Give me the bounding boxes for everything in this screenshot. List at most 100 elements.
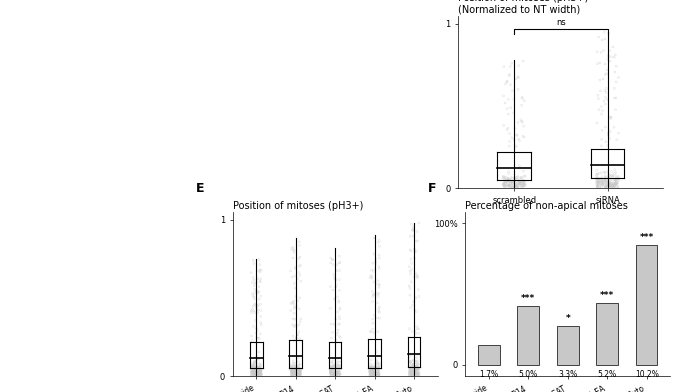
Point bbox=[249, 370, 260, 376]
Point bbox=[328, 321, 339, 327]
Point bbox=[249, 369, 260, 375]
Point bbox=[599, 29, 610, 35]
Point bbox=[599, 87, 610, 94]
Point bbox=[253, 369, 264, 375]
Point bbox=[406, 365, 417, 372]
Point bbox=[412, 367, 423, 373]
Point bbox=[287, 371, 298, 377]
Point bbox=[410, 370, 421, 377]
Point bbox=[413, 330, 424, 336]
Point bbox=[246, 270, 256, 276]
Point bbox=[325, 371, 336, 377]
Point bbox=[411, 358, 422, 365]
Point bbox=[366, 373, 377, 379]
Point bbox=[248, 361, 259, 367]
Point bbox=[366, 370, 377, 376]
Point bbox=[334, 298, 345, 304]
Point bbox=[374, 315, 385, 321]
Point bbox=[406, 363, 417, 369]
Point bbox=[600, 71, 611, 78]
Point bbox=[594, 176, 605, 182]
Point bbox=[287, 368, 298, 375]
Point bbox=[293, 367, 304, 373]
Point bbox=[600, 177, 611, 183]
Point bbox=[508, 136, 519, 143]
Point bbox=[326, 370, 337, 377]
Point bbox=[369, 312, 380, 318]
Text: *: * bbox=[566, 314, 570, 323]
Point bbox=[252, 276, 263, 282]
Point bbox=[330, 362, 341, 368]
Point bbox=[254, 364, 265, 370]
Point bbox=[255, 319, 266, 326]
Point bbox=[408, 368, 419, 375]
Point bbox=[286, 361, 297, 367]
Point bbox=[406, 367, 417, 374]
Point bbox=[248, 294, 259, 300]
Point bbox=[246, 310, 257, 316]
Point bbox=[255, 313, 266, 319]
Point bbox=[331, 369, 342, 376]
Point bbox=[248, 367, 259, 373]
Point bbox=[366, 368, 377, 374]
Point bbox=[407, 365, 418, 372]
Point bbox=[287, 363, 298, 369]
Point bbox=[605, 182, 616, 189]
Point bbox=[405, 359, 416, 365]
Point bbox=[611, 179, 622, 185]
Point bbox=[248, 308, 259, 314]
Point bbox=[508, 178, 518, 184]
Point bbox=[248, 370, 259, 376]
Point bbox=[504, 176, 515, 182]
Text: 1.7%: 1.7% bbox=[479, 370, 499, 379]
Point bbox=[410, 369, 421, 376]
Point bbox=[514, 180, 525, 186]
Point bbox=[251, 325, 262, 332]
Point bbox=[371, 358, 382, 365]
Point bbox=[411, 323, 422, 330]
Point bbox=[594, 179, 605, 185]
Point bbox=[601, 178, 611, 184]
Point bbox=[516, 94, 527, 100]
Point bbox=[295, 373, 306, 379]
Point bbox=[253, 368, 264, 375]
Point bbox=[607, 179, 618, 185]
Point bbox=[410, 363, 421, 369]
Point bbox=[406, 221, 417, 227]
Point bbox=[367, 363, 378, 369]
Point bbox=[612, 175, 623, 181]
Point bbox=[251, 304, 262, 310]
Point bbox=[288, 367, 299, 373]
Point bbox=[502, 176, 513, 182]
Point bbox=[505, 64, 516, 70]
Point bbox=[295, 370, 306, 376]
Point bbox=[329, 363, 340, 370]
Point bbox=[334, 371, 345, 377]
Point bbox=[289, 363, 300, 369]
Point bbox=[515, 175, 526, 181]
Point bbox=[289, 360, 300, 367]
Point bbox=[369, 372, 380, 378]
Point bbox=[288, 373, 299, 379]
Point bbox=[499, 183, 510, 189]
Point bbox=[365, 372, 376, 378]
Point bbox=[412, 229, 423, 235]
Point bbox=[247, 363, 258, 369]
Point bbox=[502, 183, 513, 189]
Point bbox=[518, 181, 529, 187]
Point bbox=[250, 370, 261, 376]
Point bbox=[248, 364, 259, 370]
Point bbox=[406, 365, 417, 371]
Point bbox=[287, 373, 298, 379]
Point bbox=[250, 359, 261, 365]
Point bbox=[509, 175, 520, 181]
Point bbox=[252, 307, 263, 313]
Point bbox=[369, 368, 380, 374]
Point bbox=[596, 49, 607, 56]
Point bbox=[407, 227, 418, 233]
Point bbox=[373, 252, 384, 258]
Point bbox=[509, 175, 520, 181]
Point bbox=[373, 290, 384, 296]
Point bbox=[253, 301, 264, 308]
Point bbox=[293, 359, 304, 365]
